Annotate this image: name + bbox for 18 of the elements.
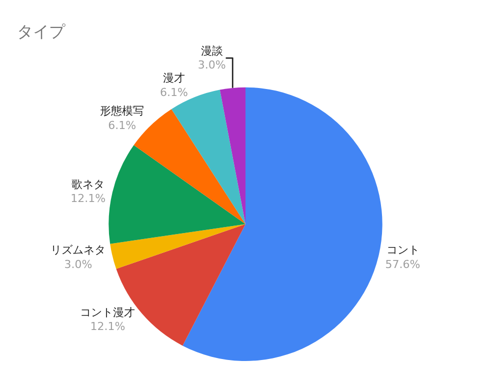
data-label: 3.0% xyxy=(64,258,92,271)
data-label: 12.1% xyxy=(90,320,126,334)
slice-label: リズムネタ xyxy=(50,244,106,257)
slice-label: コント xyxy=(386,244,420,257)
chart-title: タイプ xyxy=(17,22,66,42)
data-label: 3.0% xyxy=(198,58,226,72)
slice-label: コント漫才 xyxy=(80,306,136,319)
data-label: 6.1% xyxy=(108,118,136,132)
pie-slice xyxy=(108,145,246,244)
data-label: 12.1% xyxy=(70,192,106,206)
slice-label: 形態模写 xyxy=(100,104,144,118)
pie-slice xyxy=(220,87,246,224)
data-label: 57.6% xyxy=(385,258,420,271)
slice-label: 歌ネタ xyxy=(72,178,105,191)
slice-label: 漫談 xyxy=(200,44,223,58)
pie-slice xyxy=(110,224,246,269)
slice-label: 漫才 xyxy=(162,72,185,85)
data-label: 6.1% xyxy=(160,86,188,99)
